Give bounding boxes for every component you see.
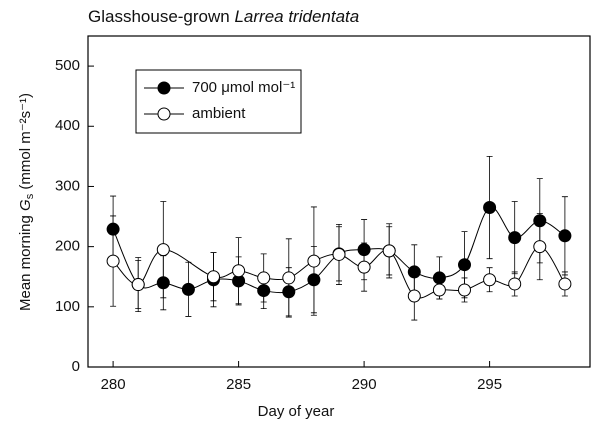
marker (483, 201, 497, 215)
y-label-units: (mmol m⁻²s⁻¹) (17, 93, 34, 194)
marker (332, 247, 346, 261)
y-tick-label: 0 (72, 358, 80, 375)
x-tick-label: 295 (477, 376, 502, 393)
y-tick-label: 100 (55, 298, 80, 315)
legend-marker (157, 107, 171, 121)
marker (131, 278, 145, 292)
marker (232, 264, 246, 278)
marker (156, 276, 170, 290)
marker (533, 214, 547, 228)
legend-box (135, 69, 302, 134)
marker (181, 282, 195, 296)
marker (458, 258, 471, 272)
y-tick-label: 200 (55, 238, 80, 255)
title-text: Glasshouse-grown (88, 7, 234, 26)
marker (257, 284, 271, 298)
x-tick-label: 280 (101, 376, 126, 393)
marker (282, 285, 296, 299)
marker (106, 222, 120, 236)
y-label-text: Mean morning (17, 211, 34, 311)
y-label-symbol: G (17, 199, 34, 211)
x-tick-label: 290 (352, 376, 377, 393)
marker (407, 289, 421, 303)
marker (207, 270, 220, 284)
y-tick-label: 400 (55, 117, 80, 134)
x-axis-label: Day of year (258, 403, 335, 420)
y-axis-label: Mean morning Gs (mmol m⁻²s⁻¹) (17, 93, 36, 311)
marker (558, 229, 572, 243)
marker (307, 254, 321, 268)
legend-marker (157, 81, 171, 95)
y-tick-label: 300 (55, 177, 80, 194)
marker (432, 283, 446, 297)
marker (357, 243, 371, 257)
marker (407, 265, 421, 279)
plot-frame (87, 35, 591, 368)
marker (357, 260, 371, 274)
marker (156, 243, 170, 257)
marker (307, 273, 321, 287)
title-species: Larrea tridentata (234, 7, 359, 26)
marker (106, 254, 120, 268)
y-label-subscript: s (24, 193, 36, 199)
chart-title: Glasshouse-grown Larrea tridentata (88, 7, 359, 26)
marker (458, 283, 471, 297)
marker (257, 271, 271, 285)
marker (533, 240, 547, 254)
marker (558, 277, 572, 291)
x-tick-label: 285 (226, 376, 251, 393)
legend-label: 700 μmol mol⁻¹ (192, 79, 295, 96)
marker (382, 244, 396, 258)
marker (432, 271, 446, 285)
marker (508, 231, 522, 245)
legend-label: ambient (192, 105, 246, 122)
marker (508, 277, 522, 291)
marker (282, 271, 296, 285)
y-tick-label: 500 (55, 57, 80, 74)
marker (483, 273, 497, 287)
